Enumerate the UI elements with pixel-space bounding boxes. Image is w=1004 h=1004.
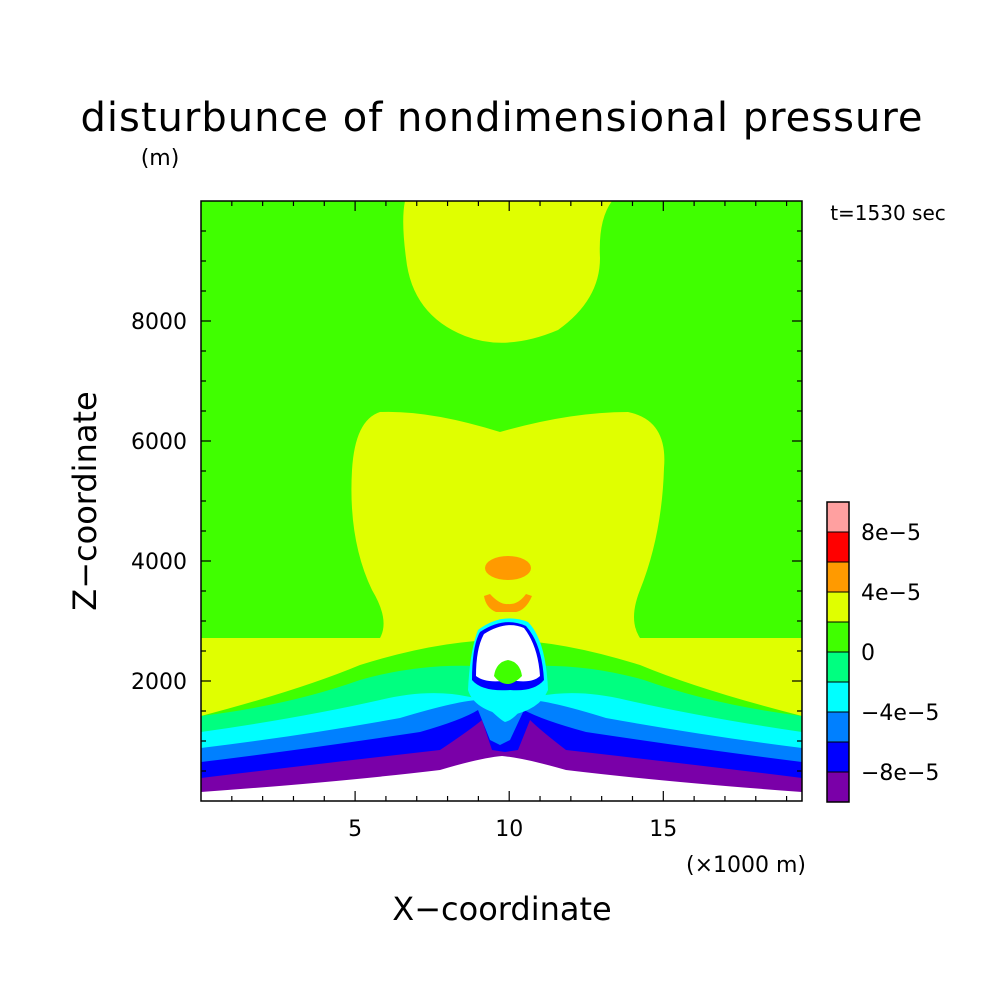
x-tick-label: 5: [348, 817, 362, 842]
x-tick-label: 15: [649, 817, 677, 842]
colorbar-frame: [826, 501, 850, 803]
colorbar-label: 4e−5: [861, 581, 921, 606]
y-tick-label: 4000: [131, 550, 187, 575]
colorbar-swatch: [826, 651, 850, 683]
x-axis-label: X−coordinate: [392, 890, 611, 928]
x-axis-ticks: 5 10 15: [231, 201, 788, 842]
time-label: t=1530 sec: [830, 201, 946, 225]
y-tick-label: 2000: [131, 670, 187, 695]
colorbar-swatch: [826, 561, 850, 593]
colorbar-label: 8e−5: [861, 521, 921, 546]
colorbar-label: 0: [861, 641, 875, 666]
colorbar-label: −8e−5: [861, 761, 939, 786]
y-axis-unit: (m): [141, 146, 180, 171]
colorbar-swatch: [826, 501, 850, 533]
x-tick-label: 10: [495, 817, 523, 842]
x-axis-unit: (×1000 m): [686, 853, 806, 878]
chart-title: disturbunce of nondimensional pressure: [81, 95, 924, 141]
colorbar: −8e−5 −4e−5 0 4e−5 8e−5: [826, 501, 939, 803]
colorbar-label: −4e−5: [861, 701, 939, 726]
colorbar-swatch: [826, 621, 850, 653]
contour-fill: [201, 201, 802, 801]
upper-positive-region: [403, 201, 612, 343]
inner-green-blob: [494, 660, 522, 684]
colorbar-swatch: [826, 591, 850, 623]
y-tick-label: 8000: [131, 310, 187, 335]
y-axis-label: Z−coordinate: [66, 391, 104, 610]
plot-area: 5 10 15 2000 4000 6000 8000: [131, 200, 803, 842]
colorbar-swatch: [826, 771, 850, 803]
y-tick-label: 6000: [131, 430, 187, 455]
colorbar-swatch: [826, 711, 850, 743]
central-white-region: [476, 625, 540, 682]
terrain-mask: [201, 756, 802, 801]
upper-orange-arc: [484, 594, 532, 612]
colorbar-swatch: [826, 681, 850, 713]
colorbar-swatch: [826, 741, 850, 773]
y-axis-ticks: 2000 4000 6000 8000: [131, 230, 802, 772]
colorbar-swatch: [826, 531, 850, 563]
upper-orange-blob: [485, 556, 531, 580]
